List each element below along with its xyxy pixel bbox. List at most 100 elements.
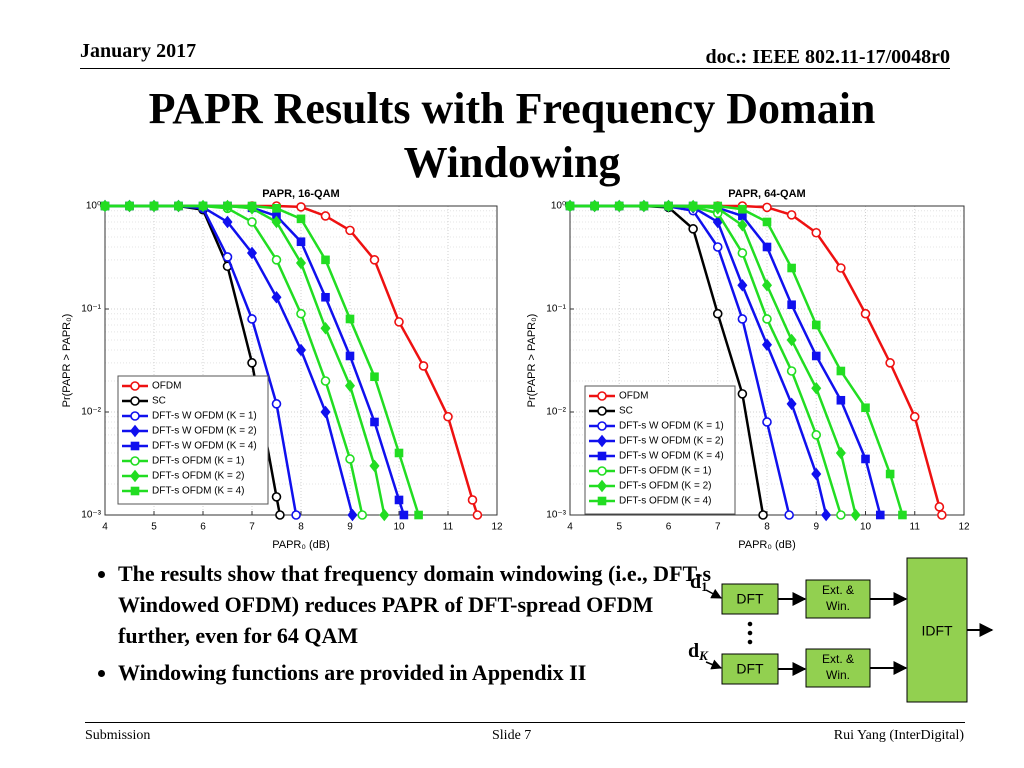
marker: [713, 201, 723, 211]
y-tick-label: 10⁰: [86, 201, 101, 212]
marker: [860, 308, 871, 319]
legend-box: [117, 375, 269, 505]
x-tick-label: 7: [715, 522, 721, 533]
marker: [125, 201, 134, 211]
input-sub: K: [698, 648, 709, 663]
y-tick-label: 10⁻³: [546, 510, 566, 521]
marker: [271, 290, 282, 304]
marker: [394, 317, 404, 327]
legend-label: DFT-s W OFDM (K = 2): [152, 426, 257, 437]
ellipsis-dot: [747, 639, 753, 645]
marker: [357, 510, 368, 520]
marker: [467, 495, 478, 505]
marker: [370, 372, 379, 382]
x-tick-label: 5: [616, 522, 622, 533]
marker: [247, 217, 257, 227]
legend-box: [584, 385, 736, 515]
window-label: Ext. &: [822, 652, 854, 666]
marker: [344, 379, 356, 392]
marker: [836, 366, 846, 376]
legend-label: DFT-s OFDM (K = 2): [619, 481, 712, 492]
marker: [320, 211, 331, 221]
legend-label: OFDM: [619, 391, 648, 402]
marker: [345, 314, 355, 324]
marker: [472, 510, 483, 520]
marker: [861, 454, 870, 464]
marker: [712, 308, 723, 319]
chart-title: PAPR, 64-QAM: [728, 188, 805, 200]
marker: [443, 411, 453, 422]
marker: [811, 351, 821, 361]
marker: [130, 381, 140, 391]
marker: [885, 358, 895, 368]
diagram: [705, 557, 994, 703]
y-tick-label: 10⁻¹: [81, 304, 101, 315]
marker: [861, 403, 870, 413]
x-tick-label: 11: [443, 522, 454, 533]
marker: [291, 510, 301, 520]
marker: [399, 510, 409, 520]
legend-label: DFT-s W OFDM (K = 1): [152, 411, 257, 422]
input-name: d: [690, 571, 701, 593]
marker: [198, 201, 208, 211]
marker: [835, 446, 846, 460]
marker: [762, 314, 772, 324]
marker: [271, 215, 282, 229]
x-tick-label: 9: [813, 522, 819, 533]
marker: [418, 361, 429, 371]
marker: [784, 510, 794, 520]
marker: [149, 201, 159, 211]
arrow: [705, 588, 722, 599]
marker: [639, 201, 649, 211]
legend-label: DFT-s OFDM (K = 2): [152, 471, 245, 482]
x-tick-label: 9: [347, 522, 353, 533]
marker: [597, 391, 607, 401]
y-tick-label: 10⁻²: [546, 407, 566, 418]
marker: [811, 320, 821, 330]
input-sub: 1: [701, 579, 708, 594]
chart-title: PAPR, 16-QAM: [262, 188, 339, 200]
marker: [761, 338, 773, 351]
bullet-list: The results show that frequency domain w…: [78, 558, 718, 694]
series-layer: [564, 199, 947, 522]
marker: [296, 308, 306, 319]
marker: [379, 508, 390, 522]
legend-label: OFDM: [152, 381, 181, 392]
window-label: Win.: [826, 668, 850, 682]
marker: [712, 215, 723, 229]
x-axis-label: PAPR₀ (dB): [738, 539, 796, 551]
y-tick-label: 10⁰: [551, 201, 566, 212]
marker: [664, 201, 673, 211]
x-tick-label: 8: [298, 522, 304, 533]
x-tick-label: 6: [666, 522, 672, 533]
marker: [737, 218, 748, 232]
marker: [737, 389, 748, 399]
marker: [320, 321, 331, 335]
marker: [737, 278, 748, 292]
arrow: [705, 659, 722, 670]
marker: [295, 343, 307, 357]
marker: [590, 201, 599, 211]
marker: [565, 201, 575, 211]
marker: [247, 358, 257, 368]
marker: [761, 278, 773, 292]
window-label: Win.: [826, 599, 850, 613]
marker: [712, 242, 723, 252]
marker: [786, 366, 797, 376]
header-doc: doc.: IEEE 802.11-17/0048r0: [705, 46, 950, 68]
marker: [934, 502, 945, 512]
ellipsis-dot: [747, 630, 753, 636]
marker: [321, 255, 330, 265]
marker: [222, 252, 233, 262]
footer-rule: [85, 722, 965, 723]
idft-box: [906, 557, 968, 703]
footer-center: Slide 7: [492, 728, 532, 743]
marker: [414, 510, 423, 520]
marker: [296, 214, 306, 224]
input-name: d: [688, 640, 699, 662]
idft-label: IDFT: [921, 623, 953, 639]
marker: [272, 203, 281, 213]
window-box: [805, 579, 871, 619]
dft-label: DFT: [736, 591, 764, 607]
